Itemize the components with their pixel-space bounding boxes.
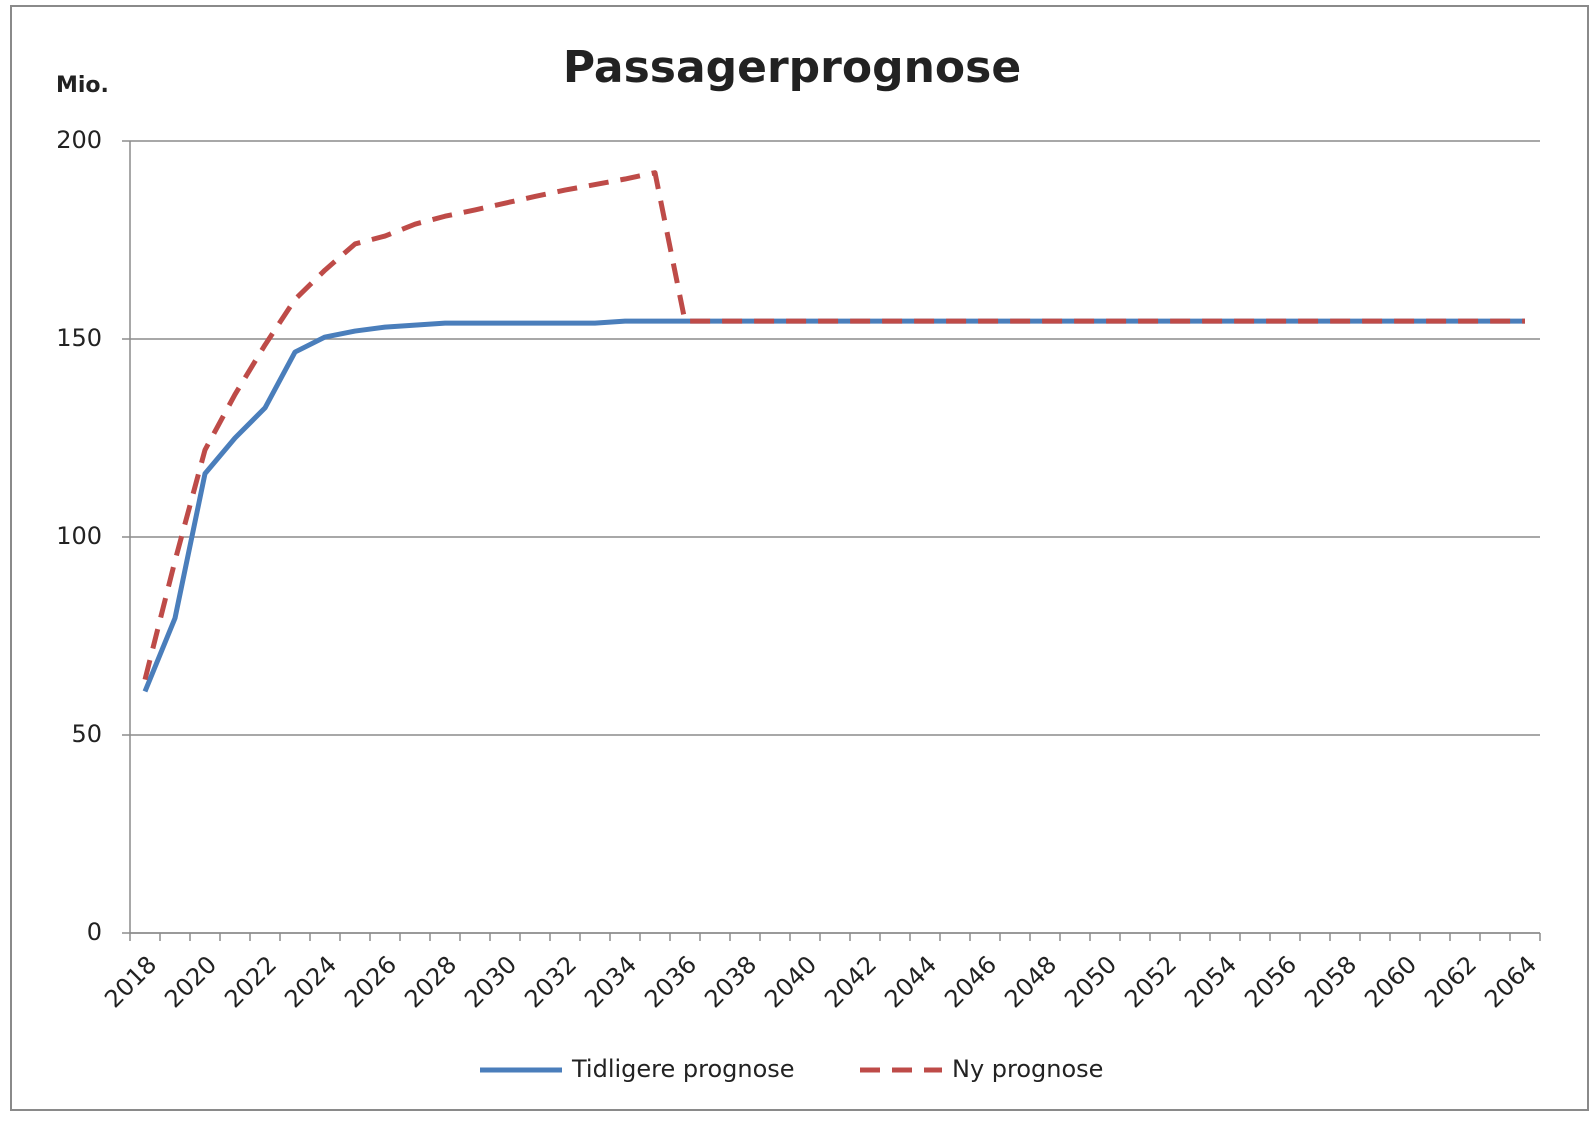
y-tick-label: 200 [56, 126, 102, 154]
legend-label: Ny prognose [952, 1055, 1103, 1083]
y-tick-label: 150 [56, 324, 102, 352]
y-tick-label: 0 [87, 918, 102, 946]
legend-label: Tidligere prognose [571, 1055, 795, 1083]
y-axis-label: Mio. [56, 73, 109, 98]
y-tick-label: 50 [71, 720, 102, 748]
series-line [142, 170, 1525, 681]
y-tick-label: 100 [56, 522, 102, 550]
chart-frame [10, 5, 1589, 1111]
chart-title: Passagerprognose [563, 42, 1021, 93]
